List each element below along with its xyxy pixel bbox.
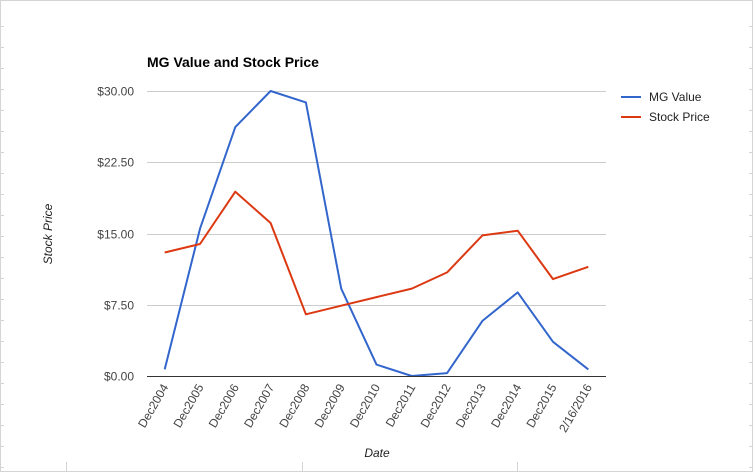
y-tick-label: $22.50 (97, 156, 134, 170)
x-tick-label: Dec2007 (241, 381, 277, 430)
x-tick-label: Dec2009 (312, 381, 348, 430)
series-line-stock-price (164, 190, 589, 316)
x-tick-label: Dec2011 (383, 381, 419, 429)
legend-label: Stock Price (649, 110, 710, 124)
x-tick-label: 2/16/2016 (556, 381, 595, 435)
series-line-mg-value (163, 90, 589, 377)
x-tick-label: Dec2014 (488, 381, 524, 430)
chart-title: MG Value and Stock Price (147, 54, 319, 70)
x-tick-label: Dec2006 (206, 381, 242, 430)
legend: MG Value Stock Price (621, 90, 710, 124)
x-tick-label: Dec2013 (453, 381, 489, 430)
x-tick-label: Dec2010 (347, 381, 383, 430)
y-axis-ticks: $0.00 $7.50 $15.00 $22.50 $30.00 (97, 85, 134, 384)
x-tick-label: Dec2005 (170, 381, 206, 430)
series-lines (163, 90, 589, 377)
plot-gridlines (147, 91, 606, 306)
y-tick-label: $15.00 (97, 228, 134, 242)
x-tick-label: Dec2012 (418, 381, 454, 430)
x-tick-label: Dec2004 (135, 381, 171, 430)
legend-label: MG Value (649, 90, 702, 104)
y-axis-title: Stock Price (41, 203, 55, 264)
y-tick-label: $7.50 (104, 299, 134, 313)
x-tick-label: Dec2015 (523, 381, 559, 430)
x-axis-ticks: Dec2004 Dec2005 Dec2006 Dec2007 Dec2008 Dec20… (135, 381, 595, 435)
x-axis-title: Date (364, 446, 390, 460)
x-tick-label: Dec2008 (276, 381, 312, 430)
y-tick-label: $0.00 (104, 370, 134, 384)
y-tick-label: $30.00 (97, 85, 134, 99)
